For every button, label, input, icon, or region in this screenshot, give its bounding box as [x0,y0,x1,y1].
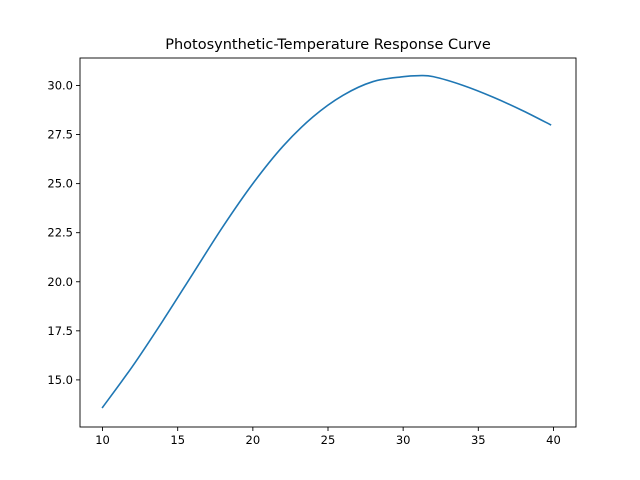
x-tick-label: 35 [471,433,486,447]
y-tick-label: 25.0 [47,177,73,191]
axis-layer: 10 15 20 25 30 35 40 15.0 17.5 20.0 22.5 25.0 27.5 30… [47,57,577,447]
x-tick-label: 10 [95,433,110,447]
y-tick-label: 20.0 [47,275,73,289]
chart-title: Photosynthetic-Temperature Response Curv… [165,37,491,53]
x-tick-label: 15 [170,433,185,447]
x-tick-label: 40 [546,433,561,447]
y-tick-label: 22.5 [47,226,73,240]
series-line-0 [101,74,552,409]
y-tick-label: 30.0 [47,78,73,92]
plot-frame [79,57,577,428]
y-tick-label: 15.0 [47,373,73,387]
plot-layer [101,74,552,409]
x-tick-label: 20 [246,433,261,447]
y-tick-label: 17.5 [47,324,73,338]
x-tick-label: 25 [321,433,336,447]
x-tick-label: 30 [396,433,411,447]
y-tick-label: 27.5 [47,128,73,142]
